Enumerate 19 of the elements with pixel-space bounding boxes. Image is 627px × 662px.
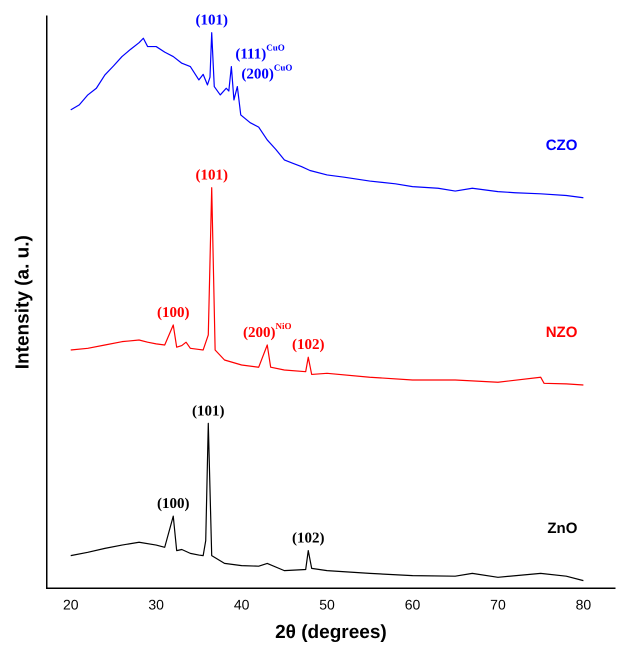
x-axis-title: 2θ (degrees) [275, 622, 387, 643]
annotation: (102) [292, 530, 325, 547]
annotation: (100) [157, 496, 190, 512]
x-tick-label: 80 [576, 596, 592, 613]
x-tick-label: 40 [234, 596, 250, 613]
x-tick-label: 30 [148, 596, 164, 613]
x-tick-label: 70 [490, 596, 506, 613]
annotation: (101) [195, 12, 228, 29]
annotation: (101) [192, 403, 225, 420]
annotation: (100) [157, 304, 190, 321]
y-axis-title: Intensity (a. u.) [12, 235, 34, 370]
annotation: (102) [292, 337, 325, 354]
annotation: (101) [195, 168, 228, 184]
text: CZO [546, 136, 578, 154]
text: ZnO [547, 520, 578, 537]
text: NZO [546, 324, 578, 342]
x-tick-label: 60 [404, 596, 420, 613]
x-tick-label: 20 [62, 596, 79, 613]
x-tick-label: 50 [319, 596, 336, 613]
